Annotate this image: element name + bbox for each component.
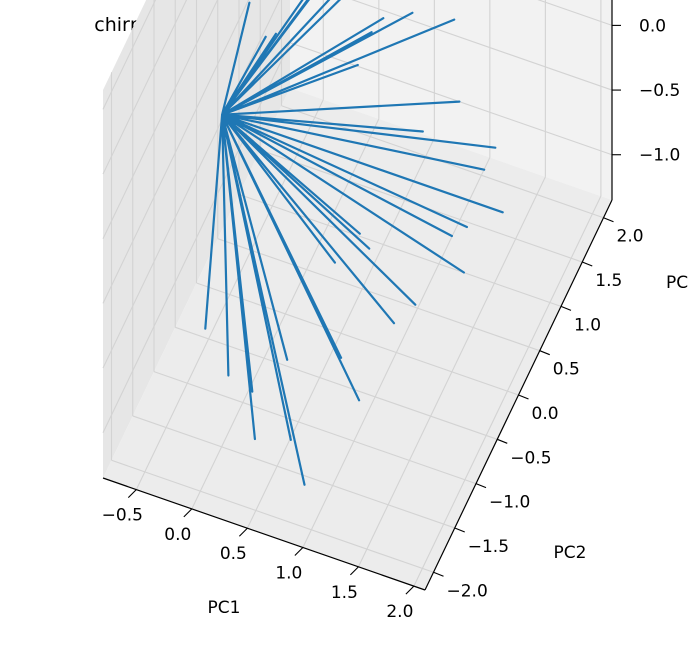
grid-line-z [102, 0, 219, 239]
grid-line-y [153, 371, 477, 485]
y-tick-label: 0.5 [553, 360, 580, 380]
grid-line-y [238, 193, 562, 307]
grid-line-y [132, 415, 455, 529]
x-tick-label: 0.5 [220, 544, 247, 564]
z-tick-label: 0.0 [639, 16, 666, 36]
x-tick [127, 489, 137, 498]
series-layer [204, 0, 504, 486]
y-axis-label: PC2 [554, 543, 587, 563]
x-tick-label: 0.0 [164, 525, 191, 545]
z-axis-label: PC [666, 273, 688, 293]
grid-line-y [196, 282, 519, 396]
y-tick [475, 483, 487, 489]
y-tick-label: 0.0 [532, 404, 559, 424]
y-tick [518, 394, 529, 400]
y-tick-label: −0.5 [510, 448, 551, 468]
x-tick [349, 566, 359, 576]
y-tick [582, 261, 593, 267]
y-tick [454, 527, 465, 533]
x-tick [183, 508, 193, 518]
x-tick-label: 1.5 [331, 583, 358, 603]
axis-panes [103, 0, 612, 590]
grid-line-y [111, 459, 434, 573]
x-tick-label: −0.5 [102, 506, 143, 526]
series-line-trajectory [204, 0, 504, 486]
x-axis-label: PC1 [208, 598, 241, 618]
grid-line-z [102, 0, 157, 110]
grid-line-z [102, 0, 281, 369]
z-tick-label: −1.0 [639, 146, 680, 166]
y-tick [603, 217, 614, 223]
y-tick [539, 350, 550, 356]
x-axis-line [102, 477, 426, 591]
x-tick-label: 2.0 [386, 602, 413, 622]
y-tick [497, 438, 508, 444]
grid-line-y [217, 238, 540, 352]
y-tick-label: −2.0 [447, 581, 488, 601]
grid-line-z [537, 0, 613, 26]
x-tick [405, 585, 415, 595]
y-tick-label: −1.0 [489, 493, 530, 513]
z-tick-label: −0.5 [639, 81, 680, 101]
back-pane [290, 0, 612, 200]
y-tick-label: −1.5 [468, 537, 509, 557]
x-tick [294, 547, 304, 556]
y-tick [560, 305, 572, 311]
grid-line-z [289, 42, 613, 156]
grid-line-z [351, 0, 613, 91]
grid-line-z [102, 0, 250, 304]
y-tick-label: 1.0 [574, 315, 601, 335]
y-tick [433, 571, 444, 577]
axis-ticks: −0.5 0.0 0.5 1.0 1.5 2.0 −2.0 −1.5 −1.0 −0.5 0.0 0.… [102, 16, 681, 622]
x-tick [238, 527, 248, 537]
grid-line-y [175, 326, 498, 440]
grid-line-z [102, 42, 291, 433]
y-tick-label: 1.5 [595, 271, 622, 291]
y-tick-label: 2.0 [617, 227, 644, 247]
grid-line-z [102, 0, 188, 175]
x-tick-label: 1.0 [275, 564, 302, 584]
